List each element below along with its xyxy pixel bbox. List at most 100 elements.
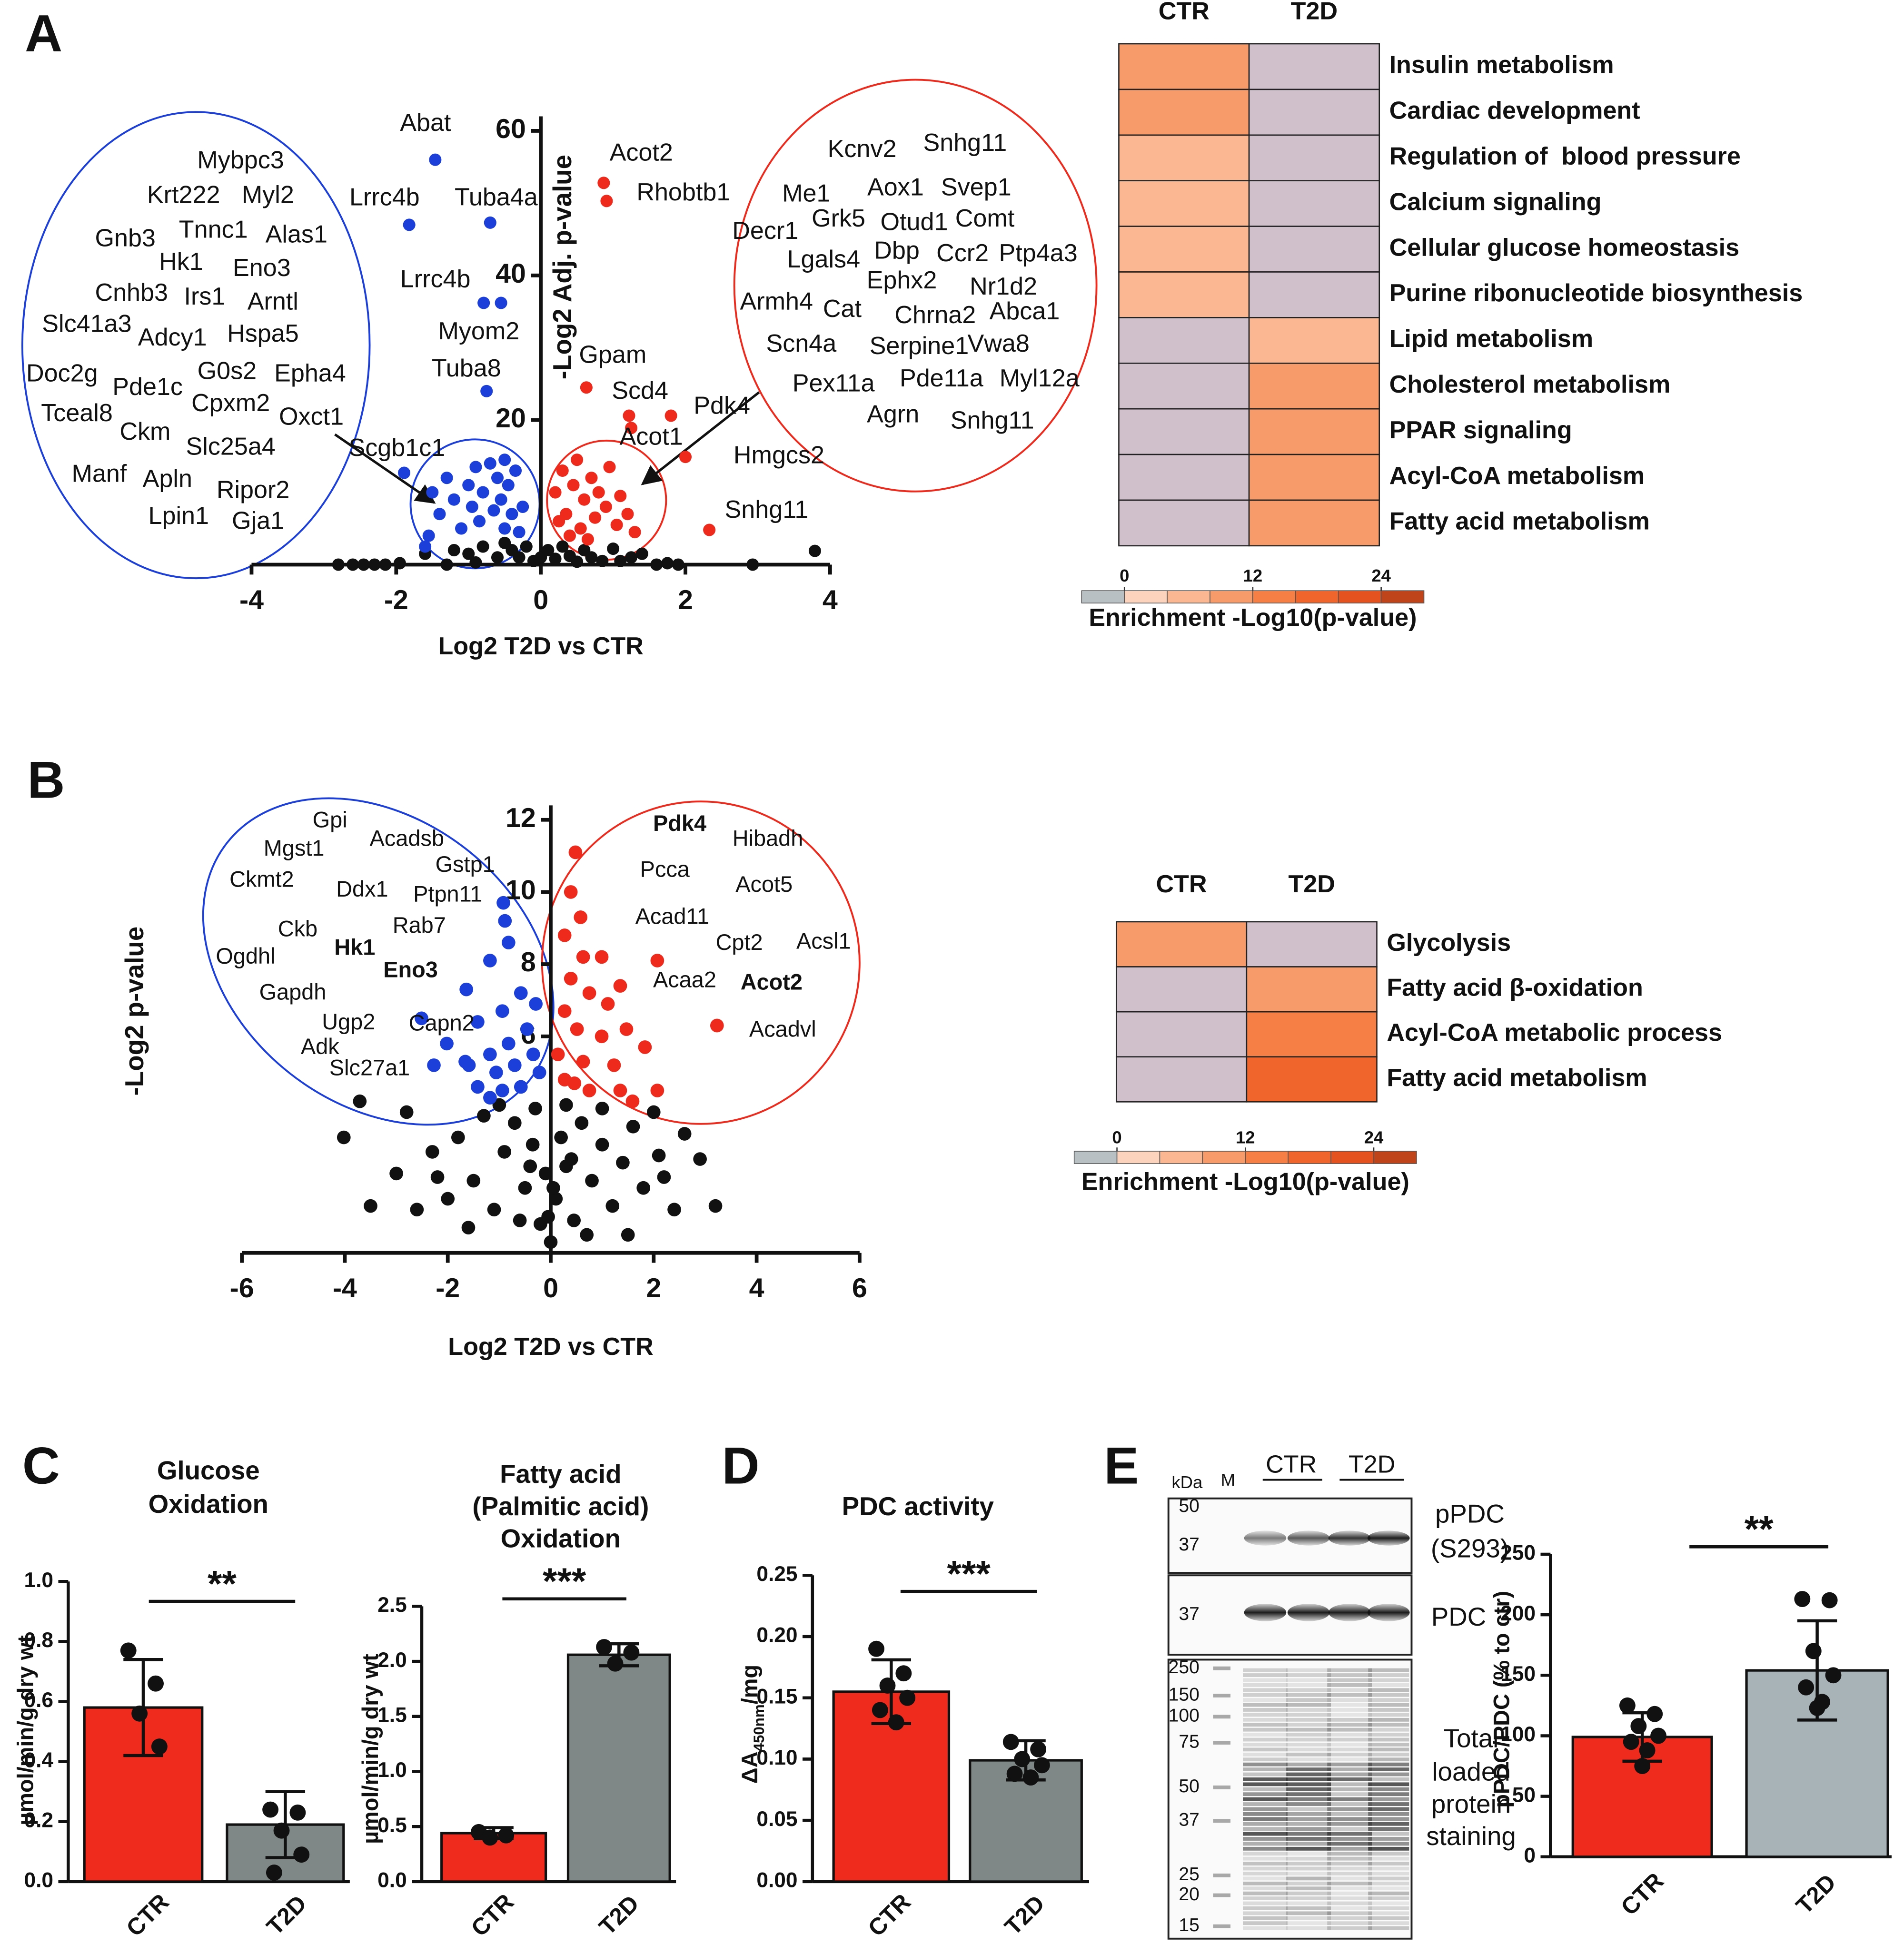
x-tick-label: -4	[239, 585, 264, 615]
gene-label: Adk	[301, 1034, 339, 1059]
data-point	[455, 522, 468, 535]
data-point	[507, 1116, 522, 1130]
data-point	[471, 1080, 485, 1094]
stain-stripe	[1286, 1837, 1331, 1841]
data-point	[419, 540, 432, 553]
gene-group-outline	[733, 79, 1098, 493]
gene-label: Lrrc4b	[349, 184, 420, 211]
data-point	[868, 1640, 884, 1657]
data-point	[477, 296, 490, 309]
row-label: Calcium signaling	[1389, 188, 1602, 216]
row-label: Acyl-CoA metabolic process	[1387, 1019, 1722, 1046]
data-point	[496, 896, 510, 910]
colorbar-segment	[1081, 590, 1125, 604]
data-point	[672, 558, 684, 571]
y-axis-label: -Log2 Adj. p-value	[547, 155, 577, 379]
y-axis-label: pPDC/PDC (% to ctr)	[1489, 1591, 1514, 1808]
stain-stripe	[1243, 1792, 1288, 1796]
data-point	[427, 1058, 441, 1072]
data-point	[607, 1058, 621, 1072]
row-label: Acyl-CoA metabolism	[1389, 462, 1645, 490]
data-point	[484, 216, 496, 229]
data-point	[578, 493, 591, 506]
stain-stripe	[1327, 1787, 1372, 1791]
data-point	[546, 1181, 560, 1195]
heatmap-cell	[1248, 271, 1380, 318]
stain-stripe	[1368, 1797, 1409, 1801]
stain-stripe	[1243, 1906, 1288, 1910]
kda-label: kDa	[1171, 1472, 1203, 1492]
data-point	[471, 1015, 485, 1029]
stain-stripe	[1286, 1747, 1331, 1752]
stain-stripe	[1286, 1772, 1331, 1776]
stain-stripe	[1243, 1866, 1288, 1871]
stain-stripe	[1286, 1842, 1331, 1846]
data-point	[523, 1159, 537, 1174]
y-axis-label-part: ΔA	[738, 1751, 763, 1784]
stain-stripe	[1327, 1693, 1372, 1697]
stain-stripe	[1368, 1901, 1409, 1905]
gene-label: Acot1	[619, 423, 683, 450]
data-point	[582, 986, 596, 1000]
stain-stripe	[1368, 1767, 1409, 1771]
stain-stripe	[1243, 1713, 1288, 1717]
stain-stripe	[1243, 1921, 1288, 1925]
heatmap-cell	[1118, 317, 1250, 364]
stain-stripe	[1286, 1752, 1331, 1757]
panel-letter: B	[27, 751, 65, 809]
data-point	[131, 1705, 148, 1722]
stain-stripe	[1243, 1673, 1288, 1677]
data-point	[607, 543, 620, 555]
data-point	[595, 1137, 609, 1152]
data-point	[581, 533, 594, 546]
gene-label: Agrn	[867, 401, 919, 428]
mw-label: 37	[1179, 1534, 1199, 1555]
stain-stripe	[1368, 1842, 1409, 1846]
ladder-band	[1213, 1785, 1231, 1789]
mw-label: 37	[1179, 1810, 1199, 1830]
protein-band	[1328, 1530, 1371, 1546]
data-point	[462, 479, 475, 492]
gene-label: Snhg11	[923, 129, 1007, 157]
stain-stripe	[1368, 1866, 1409, 1871]
heatmap-cell	[1246, 966, 1378, 1013]
data-point	[509, 464, 522, 477]
protein-band	[1244, 1530, 1287, 1546]
gene-label: Snhg11	[725, 496, 809, 523]
stain-stripe	[1327, 1842, 1372, 1846]
x-tick-label: -2	[436, 1273, 460, 1303]
gene-label: Pdk4	[694, 392, 750, 419]
data-point	[462, 1058, 476, 1072]
stain-stripe	[1327, 1807, 1372, 1811]
data-point	[610, 518, 623, 531]
gene-label: Krt222	[147, 181, 220, 208]
y-tick-label: 1.0	[24, 1569, 53, 1592]
gene-label: Hmgcs2	[734, 442, 824, 469]
data-point	[337, 1130, 351, 1145]
colorbar-label: Enrichment -Log10(p-value)	[1089, 604, 1417, 632]
gene-label: Serpine1	[870, 332, 969, 360]
stain-stripe	[1368, 1827, 1409, 1831]
stain-stripe	[1368, 1837, 1409, 1841]
gene-label: Tceal8	[41, 399, 113, 427]
colorbar-tick-label: 0	[1120, 566, 1129, 585]
stain-stripe	[1286, 1727, 1331, 1732]
stain-stripe	[1368, 1856, 1409, 1861]
stain-stripe	[1327, 1921, 1372, 1925]
stain-stripe	[1243, 1723, 1288, 1727]
data-point	[563, 529, 576, 542]
chart-title: Fatty acid	[500, 1459, 621, 1489]
stain-stripe	[1327, 1866, 1372, 1871]
data-point	[332, 558, 345, 571]
ladder-band	[1213, 1666, 1231, 1670]
data-point	[451, 1130, 465, 1145]
stain-stripe	[1368, 1812, 1409, 1816]
stain-stripe	[1286, 1926, 1331, 1930]
y-tick-label: 200	[1500, 1602, 1536, 1625]
data-point	[619, 1022, 634, 1036]
stain-stripe	[1368, 1752, 1409, 1757]
stain-stripe	[1368, 1708, 1409, 1712]
gene-group-outline	[21, 111, 371, 580]
data-point	[554, 1130, 568, 1145]
ladder-band	[1213, 1893, 1231, 1897]
